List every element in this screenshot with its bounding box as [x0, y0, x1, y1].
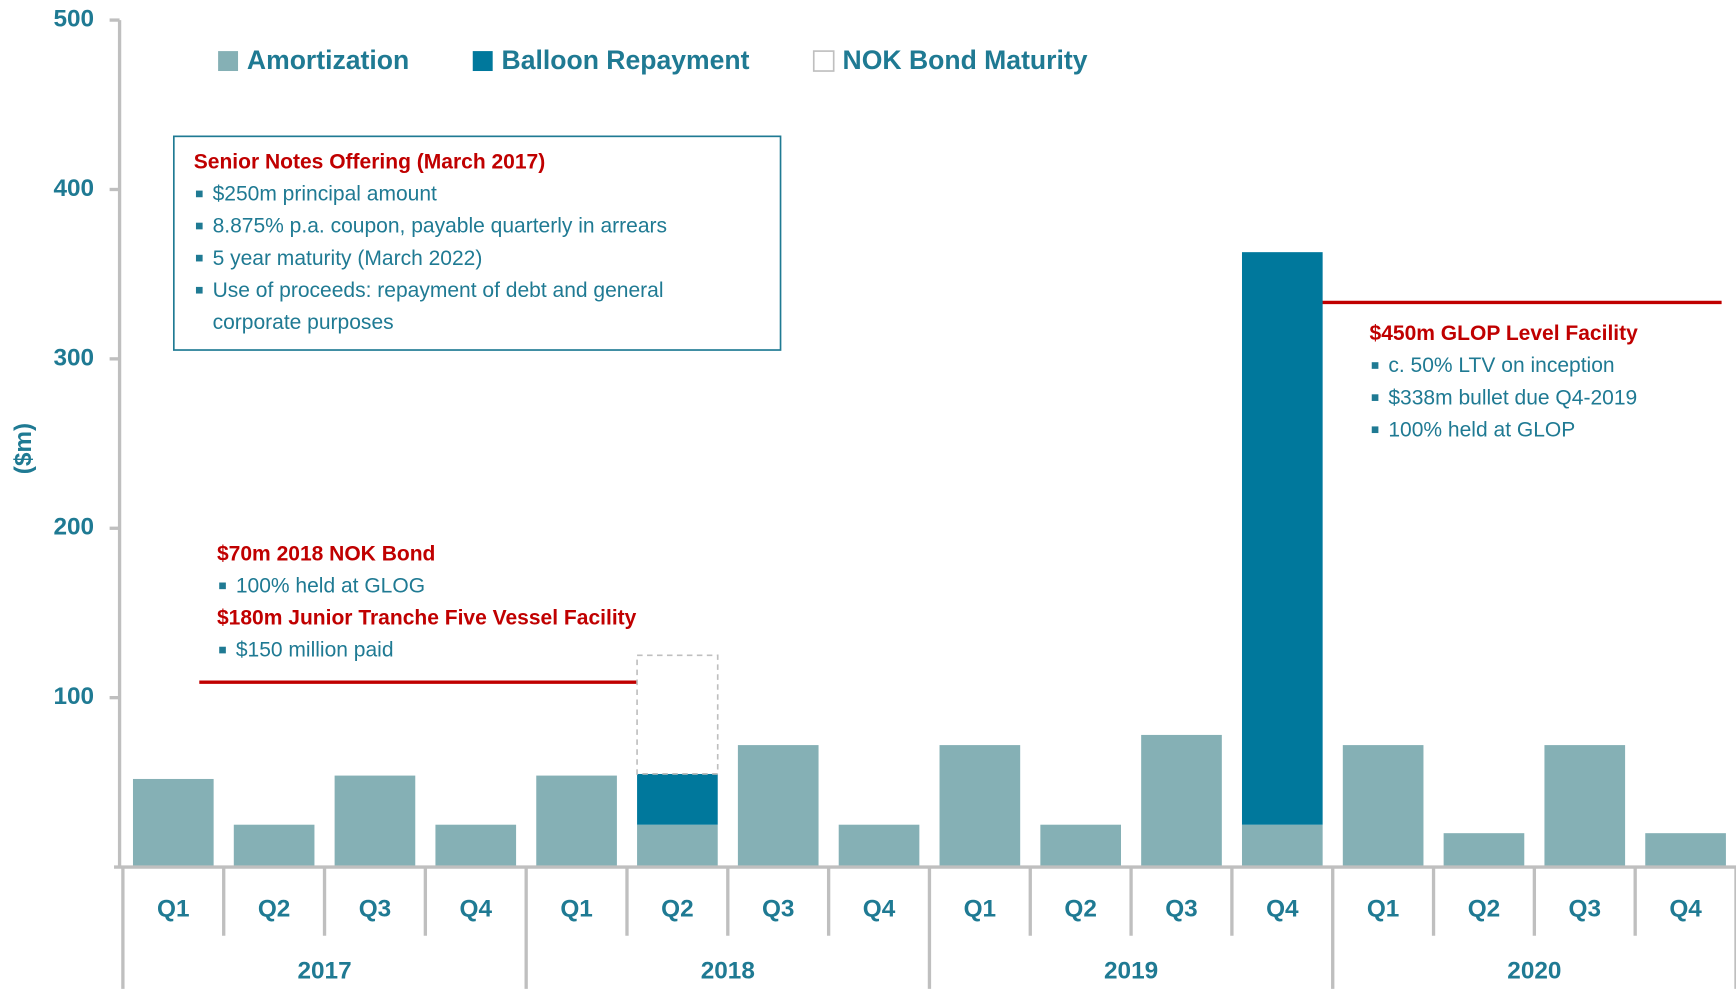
x-tick-label: Q4: [1266, 896, 1299, 923]
y-tick-label: 400: [53, 175, 94, 202]
annotation-box: [172, 135, 782, 351]
bar: [435, 824, 517, 868]
annotation-bullet: $338m bullet due Q4-2019: [1388, 386, 1637, 409]
annotation-bullet: Use of proceeds: repayment of debt and g…: [213, 279, 664, 302]
annotation-bullet: $150 million paid: [236, 639, 394, 662]
bar: [1645, 833, 1726, 868]
x-tick-label: Q2: [1064, 896, 1096, 923]
group-label: 2017: [297, 958, 351, 985]
bullet-marker: [219, 646, 226, 654]
bar: [1342, 745, 1424, 868]
y-tick-label: 100: [53, 683, 94, 710]
annotation-bullet: $250m principal amount: [213, 183, 437, 206]
legend-label: Balloon Repayment: [502, 45, 750, 75]
annotation-title: $180m Junior Tranche Five Vessel Facilit…: [217, 607, 637, 630]
bar: [1241, 824, 1323, 868]
bullet-marker: [1371, 426, 1379, 434]
x-tick-label: Q2: [258, 896, 290, 923]
bullet-marker: [195, 254, 203, 262]
bar: [637, 824, 718, 868]
bar: [536, 775, 617, 868]
legend-swatch: [812, 50, 835, 72]
x-tick-label: Q2: [1468, 896, 1500, 923]
x-tick-label: Q3: [762, 896, 794, 923]
x-tick-label: Q1: [1367, 896, 1399, 923]
annotation-title: Senior Notes Offering (March 2017): [194, 150, 546, 173]
annotation-title: $450m GLOP Level Facility: [1370, 322, 1639, 345]
bar: [334, 775, 416, 868]
bar: [1040, 824, 1122, 868]
y-tick-label: 300: [53, 344, 94, 371]
y-axis-label: ($m): [10, 423, 37, 474]
bar: [1443, 833, 1525, 868]
bar: [939, 745, 1021, 868]
bullet-marker: [195, 286, 203, 294]
x-tick-label: Q1: [560, 896, 592, 923]
group-label: 2018: [701, 958, 755, 985]
annotation-bullet: corporate purposes: [213, 311, 394, 334]
bullet-marker: [219, 582, 226, 590]
bullet-marker: [195, 222, 203, 230]
annotation-bullet: c. 50% LTV on inception: [1388, 354, 1614, 377]
legend-swatch: [472, 51, 493, 72]
y-tick-label: 500: [53, 6, 94, 33]
x-tick-label: Q3: [1569, 896, 1601, 923]
x-tick-label: Q4: [863, 896, 896, 923]
bullet-marker: [195, 190, 203, 198]
x-tick-label: Q3: [1165, 896, 1197, 923]
bar: [637, 773, 718, 825]
legend-label: Amortization: [247, 45, 409, 75]
x-tick-label: Q1: [157, 896, 189, 923]
x-tick-label: Q3: [359, 896, 391, 923]
bar: [1141, 734, 1222, 868]
annotation-title: $70m 2018 NOK Bond: [217, 542, 435, 565]
annotation-bullet: 5 year maturity (March 2022): [213, 247, 483, 270]
y-tick-label: 200: [53, 514, 94, 541]
x-tick-label: Q4: [1669, 896, 1702, 923]
bullet-marker: [1371, 394, 1379, 401]
bar: [737, 745, 819, 868]
legend-label: NOK Bond Maturity: [843, 45, 1088, 75]
annotation-bullet: 100% held at GLOG: [236, 575, 425, 598]
bar: [233, 824, 315, 868]
x-tick-label: Q4: [460, 896, 493, 923]
bullet-marker: [1371, 362, 1379, 369]
group-label: 2020: [1507, 958, 1561, 985]
bar: [132, 778, 214, 868]
annotation-bullet: 8.875% p.a. coupon, payable quarterly in…: [213, 215, 667, 238]
bar: [636, 654, 719, 775]
bar: [838, 824, 920, 868]
group-label: 2019: [1104, 958, 1158, 985]
x-tick-label: Q1: [964, 896, 996, 923]
x-tick-label: Q2: [661, 896, 693, 923]
bar: [1544, 745, 1626, 868]
bar: [1241, 252, 1323, 825]
legend-swatch: [218, 51, 239, 72]
annotation-bullet: 100% held at GLOP: [1388, 418, 1575, 441]
